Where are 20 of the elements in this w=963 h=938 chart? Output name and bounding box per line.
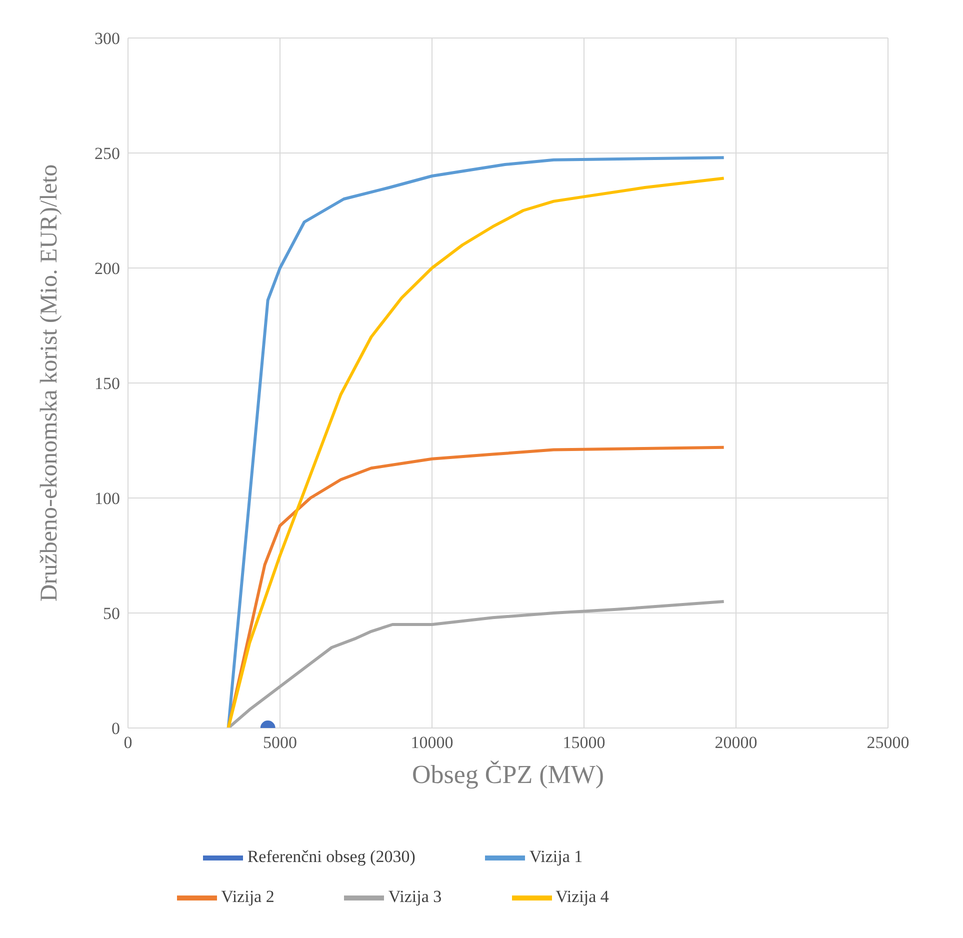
x-tick-label: 20000 [714,733,758,752]
legend-label: Vizija 3 [388,886,442,906]
y-tick-label: 250 [94,144,120,164]
y-tick-label: 300 [94,29,120,48]
legend-label: Vizija 2 [221,886,274,906]
x-axis-title: Obseg ČPZ (MW) [412,760,604,789]
x-tick-label: 25000 [866,733,910,752]
x-tick-label: 10000 [410,733,454,752]
x-tick-label: 15000 [562,733,606,752]
y-tick-label: 0 [112,719,120,738]
legend-label: Referenčni obseg (2030) [247,846,416,866]
y-tick-label: 200 [94,259,120,278]
y-tick-label: 150 [94,374,120,394]
x-tick-label: 0 [124,733,132,752]
y-axis-title: Družbeno-ekonomska korist (Mio. EUR)/leto [36,164,63,602]
x-tick-label: 5000 [263,733,297,752]
y-tick-label: 50 [103,604,120,624]
y-tick-label: 100 [94,489,120,508]
legend-label: Vizija 4 [556,886,609,906]
legend-label: Vizija 1 [529,846,583,866]
